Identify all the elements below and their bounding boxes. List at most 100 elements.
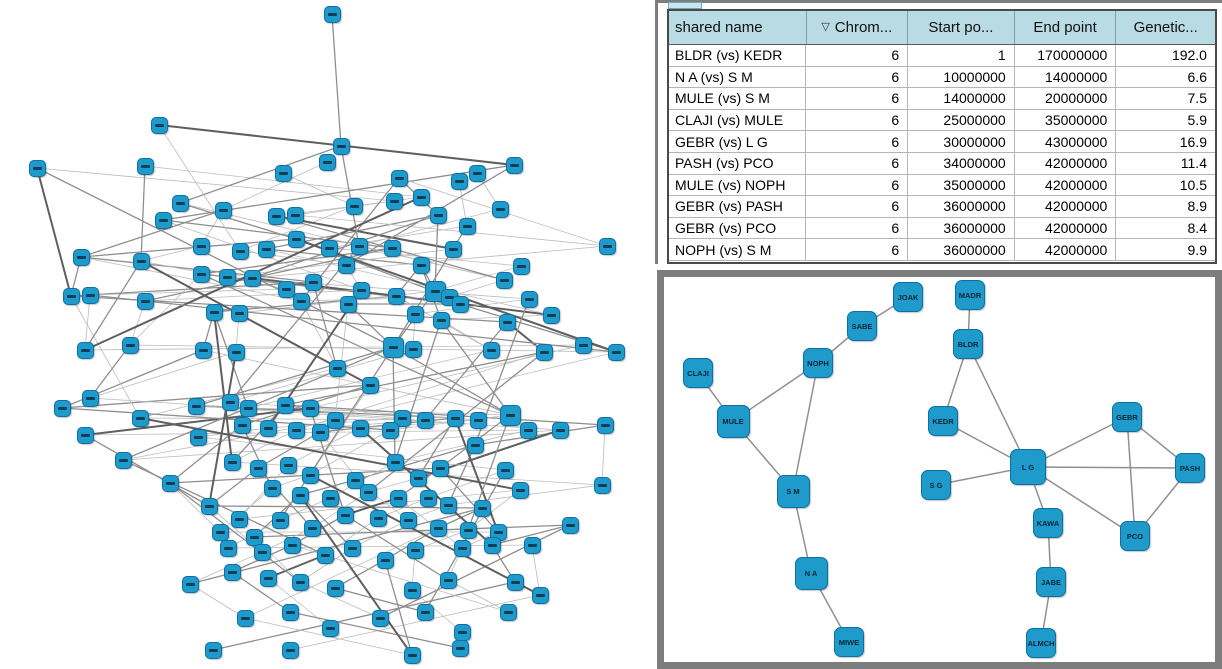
- table-row[interactable]: BLDR (vs) KEDR 6 1 170000000 192.0: [669, 45, 1215, 67]
- network-node[interactable]: [403, 581, 421, 599]
- node-gebr[interactable]: GEBR: [1112, 402, 1142, 432]
- network-node[interactable]: [301, 466, 319, 484]
- network-node[interactable]: [181, 575, 199, 593]
- network-node[interactable]: [519, 421, 537, 439]
- network-node[interactable]: [376, 551, 394, 569]
- network-node[interactable]: [321, 489, 339, 507]
- table-header-start-point[interactable]: Start po...: [907, 11, 1014, 44]
- network-node[interactable]: [386, 453, 404, 471]
- network-node[interactable]: [131, 409, 149, 427]
- network-node[interactable]: [323, 5, 341, 23]
- node-claji[interactable]: CLAJI: [683, 358, 713, 388]
- node-n-a[interactable]: N A: [794, 556, 828, 590]
- network-node[interactable]: [451, 295, 469, 313]
- network-node[interactable]: [303, 519, 321, 537]
- network-node[interactable]: [233, 416, 251, 434]
- network-node[interactable]: [301, 399, 319, 417]
- network-node[interactable]: [459, 521, 477, 539]
- network-node[interactable]: [337, 256, 355, 274]
- network-node[interactable]: [498, 313, 516, 331]
- network-node[interactable]: [469, 411, 487, 429]
- network-node[interactable]: [221, 393, 239, 411]
- network-node[interactable]: [416, 603, 434, 621]
- network-node[interactable]: [453, 539, 471, 557]
- network-node[interactable]: [412, 188, 430, 206]
- node-joak[interactable]: JOAK: [893, 282, 923, 312]
- network-node[interactable]: [444, 240, 462, 258]
- network-node[interactable]: [416, 411, 434, 429]
- network-node[interactable]: [276, 396, 294, 414]
- network-node[interactable]: [385, 192, 403, 210]
- network-node[interactable]: [483, 536, 501, 554]
- table-row[interactable]: MULE (vs) NOPH 6 35000000 42000000 10.5: [669, 174, 1215, 197]
- sub-network-canvas[interactable]: JOAK SABE NOPH CLAJI MULE S M N A MIWE MADR BLDR K…: [657, 270, 1222, 669]
- table-row[interactable]: N A (vs) S M 6 10000000 14000000 6.6: [669, 66, 1215, 89]
- network-node[interactable]: [81, 286, 99, 304]
- node-pco[interactable]: PCO: [1120, 521, 1150, 551]
- network-node[interactable]: [136, 157, 154, 175]
- node-miwe[interactable]: MIWE: [834, 627, 864, 657]
- network-node[interactable]: [318, 153, 336, 171]
- network-node[interactable]: [227, 343, 245, 361]
- filter-icon[interactable]: ▽: [821, 21, 830, 33]
- network-node[interactable]: [161, 474, 179, 492]
- network-node[interactable]: [281, 641, 299, 659]
- network-node[interactable]: [381, 421, 399, 439]
- network-node[interactable]: [429, 519, 447, 537]
- node-jabe[interactable]: JABE: [1036, 567, 1066, 597]
- network-node[interactable]: [279, 456, 297, 474]
- table-row[interactable]: NOPH (vs) S M 6 36000000 42000000 9.9: [669, 239, 1215, 261]
- network-node[interactable]: [292, 292, 310, 310]
- table-row[interactable]: GEBR (vs) L G 6 30000000 43000000 16.9: [669, 131, 1215, 153]
- network-node[interactable]: [205, 303, 223, 321]
- network-node[interactable]: [223, 453, 241, 471]
- network-node[interactable]: [304, 273, 322, 291]
- network-node[interactable]: [263, 479, 281, 497]
- network-node[interactable]: [274, 164, 292, 182]
- network-node[interactable]: [505, 156, 523, 174]
- network-node[interactable]: [192, 265, 210, 283]
- table-header-shared-name[interactable]: shared name: [669, 11, 806, 44]
- network-node[interactable]: [495, 271, 513, 289]
- network-node[interactable]: [204, 641, 222, 659]
- network-node[interactable]: [345, 197, 363, 215]
- network-node[interactable]: [458, 217, 476, 235]
- node-almch[interactable]: ALMCH: [1026, 628, 1056, 658]
- network-node[interactable]: [230, 510, 248, 528]
- network-node[interactable]: [359, 483, 377, 501]
- network-node[interactable]: [194, 341, 212, 359]
- network-node[interactable]: [239, 399, 257, 417]
- network-node[interactable]: [383, 239, 401, 257]
- network-node[interactable]: [453, 623, 471, 641]
- network-node[interactable]: [291, 573, 309, 591]
- network-node[interactable]: [236, 609, 254, 627]
- network-node[interactable]: [259, 569, 277, 587]
- network-node[interactable]: [361, 376, 379, 394]
- network-node[interactable]: [230, 304, 248, 322]
- network-node[interactable]: [523, 536, 541, 554]
- network-node[interactable]: [320, 239, 338, 257]
- table-header-end-point[interactable]: End point: [1013, 11, 1116, 44]
- network-node[interactable]: [257, 240, 275, 258]
- network-node[interactable]: [412, 256, 430, 274]
- network-node[interactable]: [283, 536, 301, 554]
- panel-divider[interactable]: [655, 0, 658, 264]
- network-node[interactable]: [399, 511, 417, 529]
- network-node[interactable]: [439, 571, 457, 589]
- network-node[interactable]: [136, 292, 154, 310]
- network-node[interactable]: [574, 336, 592, 354]
- network-node[interactable]: [382, 336, 404, 358]
- network-node[interactable]: [387, 287, 405, 305]
- node-s-g[interactable]: S G: [921, 470, 951, 500]
- network-node[interactable]: [316, 546, 334, 564]
- network-node[interactable]: [593, 476, 611, 494]
- network-node[interactable]: [291, 486, 309, 504]
- network-node[interactable]: [336, 506, 354, 524]
- network-node[interactable]: [542, 306, 560, 324]
- network-node[interactable]: [506, 573, 524, 591]
- network-node[interactable]: [482, 341, 500, 359]
- node-mule[interactable]: MULE: [716, 404, 750, 438]
- network-node[interactable]: [332, 137, 350, 155]
- network-node[interactable]: [189, 428, 207, 446]
- node-l-g[interactable]: L G: [1010, 449, 1046, 485]
